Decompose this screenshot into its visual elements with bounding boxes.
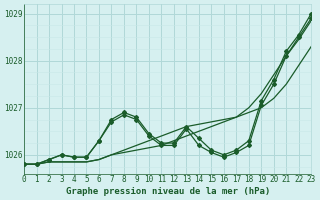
- X-axis label: Graphe pression niveau de la mer (hPa): Graphe pression niveau de la mer (hPa): [66, 187, 270, 196]
